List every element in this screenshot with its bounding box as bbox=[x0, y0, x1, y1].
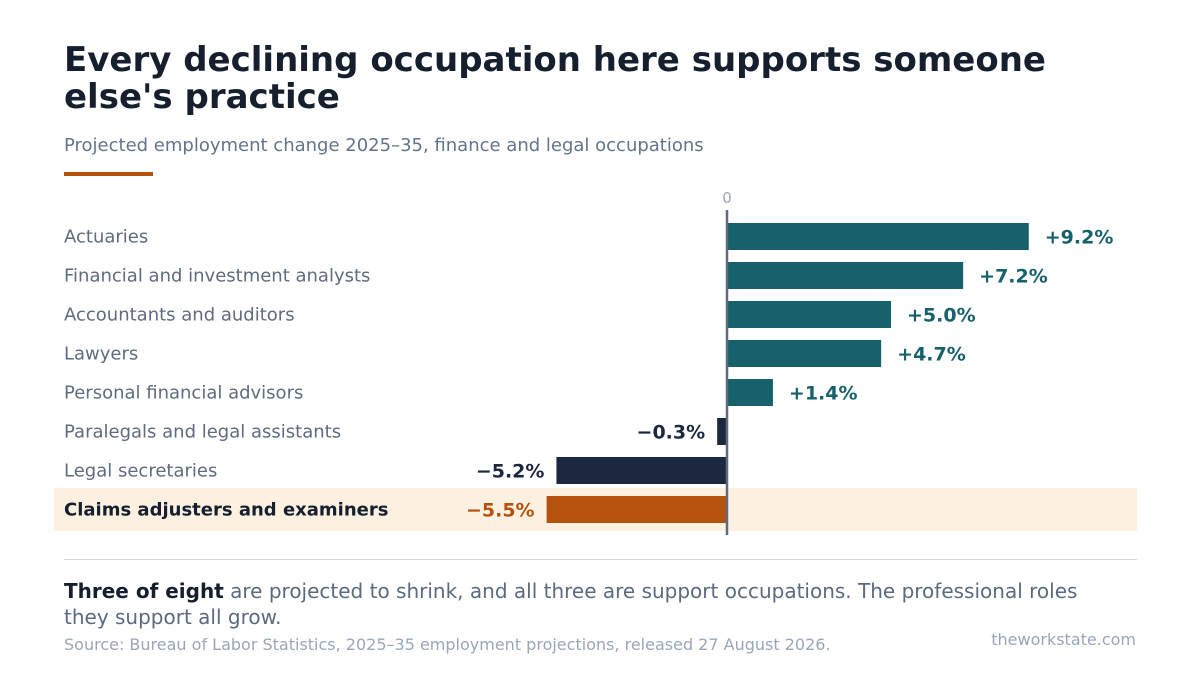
value-label: +4.7% bbox=[897, 344, 966, 366]
footer-divider bbox=[64, 559, 1137, 560]
bar bbox=[727, 223, 1029, 250]
value-label: +7.2% bbox=[979, 266, 1048, 288]
brand-link[interactable]: theworkstate.com bbox=[991, 630, 1136, 649]
takeaway-text: Three of eight are projected to shrink, … bbox=[64, 578, 1124, 630]
category-label: Lawyers bbox=[64, 344, 138, 365]
takeaway-bold: Three of eight bbox=[64, 579, 224, 603]
value-label: −5.2% bbox=[476, 461, 545, 483]
zero-tick-label: 0 bbox=[722, 189, 732, 207]
source-note: Source: Bureau of Labor Statistics, 2025… bbox=[64, 635, 831, 654]
bar bbox=[727, 301, 891, 328]
category-label: Personal financial advisors bbox=[64, 383, 303, 404]
bar bbox=[727, 379, 773, 406]
bar bbox=[556, 457, 727, 484]
value-label: +9.2% bbox=[1045, 227, 1114, 249]
category-label: Accountants and auditors bbox=[64, 305, 295, 326]
value-label: −0.3% bbox=[637, 422, 706, 444]
bar-chart: Actuaries +9.2% Financial and investment a… bbox=[54, 189, 1137, 535]
value-label: −5.5% bbox=[466, 500, 535, 522]
chart-subtitle: Projected employment change 2025–35, fin… bbox=[64, 135, 704, 156]
category-label: Legal secretaries bbox=[64, 461, 217, 482]
takeaway-rest: are projected to shrink, and all three a… bbox=[64, 579, 1078, 629]
category-label: Actuaries bbox=[64, 227, 148, 248]
category-label: Financial and investment analysts bbox=[64, 266, 370, 287]
bar bbox=[727, 262, 964, 289]
accent-rule bbox=[64, 172, 153, 176]
chart-title: Every declining occupation here supports… bbox=[64, 40, 1046, 117]
bar bbox=[546, 496, 727, 523]
value-label: +5.0% bbox=[907, 305, 976, 327]
value-label: +1.4% bbox=[789, 383, 858, 405]
category-label: Claims adjusters and examiners bbox=[64, 500, 388, 521]
bar bbox=[727, 340, 882, 367]
bar bbox=[717, 418, 727, 445]
category-label: Paralegals and legal assistants bbox=[64, 422, 341, 443]
